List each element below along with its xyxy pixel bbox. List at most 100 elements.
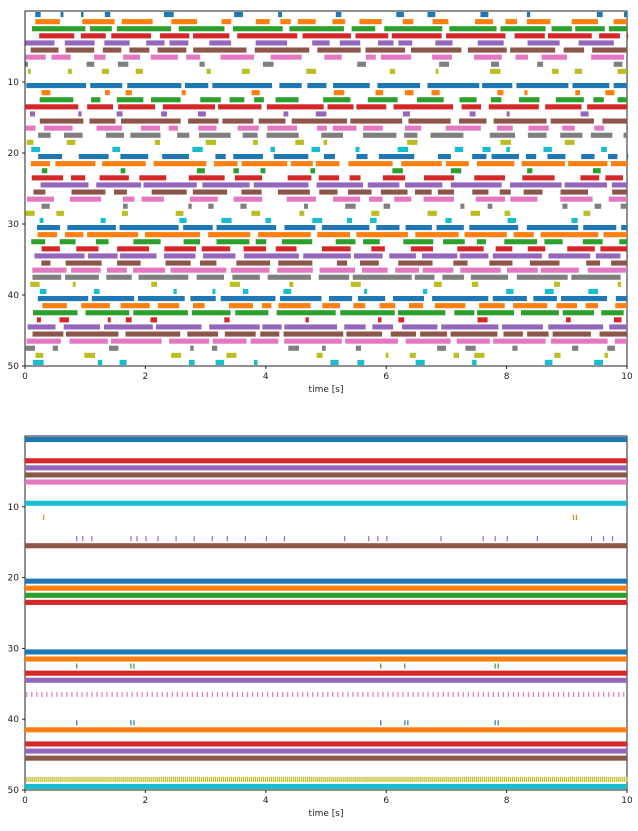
spike-segment bbox=[284, 338, 342, 344]
spike bbox=[52, 776, 54, 782]
spike bbox=[586, 776, 588, 782]
spike bbox=[332, 691, 334, 697]
spike-segment bbox=[27, 324, 56, 330]
spike-segment bbox=[25, 125, 36, 131]
spike-segment bbox=[346, 217, 353, 224]
spike-segment bbox=[601, 310, 624, 316]
spike-segment bbox=[379, 303, 396, 309]
spike bbox=[134, 776, 136, 782]
spike-segment bbox=[321, 345, 326, 351]
spike-segment bbox=[495, 246, 513, 252]
spike-segment bbox=[290, 161, 313, 167]
spike bbox=[457, 691, 459, 697]
spike bbox=[271, 776, 273, 782]
spike-segment bbox=[283, 288, 292, 295]
spike bbox=[547, 691, 550, 697]
spike-segment bbox=[69, 196, 102, 202]
raster-marks bbox=[25, 436, 628, 790]
spike-segment bbox=[25, 465, 627, 471]
spike bbox=[114, 776, 116, 782]
spike-segment bbox=[393, 295, 425, 302]
spike-segment bbox=[332, 19, 346, 25]
spike bbox=[618, 776, 620, 782]
spike bbox=[267, 776, 269, 782]
spike-segment bbox=[165, 260, 191, 266]
spike-segment bbox=[93, 288, 100, 295]
spike-segment bbox=[552, 68, 559, 74]
spike-segment bbox=[244, 253, 299, 259]
spike bbox=[491, 776, 493, 782]
spike-segment bbox=[288, 345, 299, 351]
y-tick-label: 20 bbox=[8, 149, 20, 159]
spike-segment bbox=[220, 54, 255, 60]
spike bbox=[130, 720, 132, 726]
spike bbox=[291, 776, 293, 782]
spike-segment bbox=[510, 196, 538, 202]
x-axis-label: time [s] bbox=[309, 385, 344, 395]
spike bbox=[317, 691, 319, 697]
spike-segment bbox=[617, 281, 622, 287]
spike-segment bbox=[193, 47, 247, 53]
spike bbox=[483, 776, 485, 782]
spike bbox=[549, 776, 552, 782]
spike bbox=[407, 776, 409, 782]
spike-segment bbox=[104, 40, 130, 46]
spike-segment bbox=[620, 203, 627, 209]
spike-train-44 bbox=[27, 324, 627, 330]
spike-segment bbox=[474, 54, 502, 60]
spike bbox=[380, 720, 382, 726]
spike bbox=[116, 691, 118, 697]
spike-segment bbox=[306, 68, 316, 74]
spike-segment bbox=[38, 153, 63, 160]
spike bbox=[317, 776, 319, 782]
spike bbox=[256, 691, 259, 697]
spike-segment bbox=[567, 246, 595, 252]
spike bbox=[56, 691, 58, 697]
spike-train-41 bbox=[25, 727, 627, 733]
spike-segment bbox=[186, 54, 201, 60]
spike-segment bbox=[277, 267, 313, 273]
spike bbox=[404, 663, 406, 669]
spike-train-6 bbox=[25, 479, 627, 485]
spike-segment bbox=[581, 153, 595, 160]
spike bbox=[596, 776, 598, 782]
spike-segment bbox=[356, 104, 387, 110]
x-tick-label: 8 bbox=[504, 372, 510, 382]
spike bbox=[562, 691, 565, 697]
spike-segment bbox=[571, 217, 578, 224]
spike bbox=[228, 776, 231, 782]
spike bbox=[344, 536, 346, 542]
spike bbox=[76, 776, 78, 782]
spike bbox=[407, 691, 409, 697]
spike-segment bbox=[347, 189, 372, 195]
spike-segment bbox=[457, 246, 484, 252]
spike-segment bbox=[25, 741, 627, 747]
spike-segment bbox=[267, 274, 311, 280]
spike-train-45 bbox=[32, 331, 627, 337]
spike bbox=[136, 536, 138, 542]
spike-segment bbox=[545, 104, 582, 110]
spike bbox=[499, 776, 501, 782]
spike bbox=[437, 691, 439, 697]
spike-segment bbox=[427, 210, 437, 216]
spike-segment bbox=[135, 68, 143, 74]
spike bbox=[477, 776, 479, 782]
spike-segment bbox=[78, 153, 109, 160]
spike-segment bbox=[224, 331, 256, 337]
spike-segment bbox=[311, 146, 321, 153]
spike-segment bbox=[410, 246, 434, 252]
spike-segment bbox=[283, 331, 344, 337]
spike-segment bbox=[157, 303, 180, 309]
spike bbox=[54, 776, 56, 782]
spike-segment bbox=[459, 97, 477, 103]
spike-segment bbox=[332, 196, 360, 202]
spike-segment bbox=[330, 359, 339, 366]
spike-segment bbox=[39, 33, 75, 39]
spike-segment bbox=[398, 260, 433, 266]
spike-train-8 bbox=[28, 68, 627, 74]
spike bbox=[94, 776, 96, 782]
spike bbox=[522, 691, 525, 697]
spike bbox=[539, 776, 542, 782]
spike-segment bbox=[26, 82, 87, 89]
spike-train-26 bbox=[26, 196, 627, 202]
